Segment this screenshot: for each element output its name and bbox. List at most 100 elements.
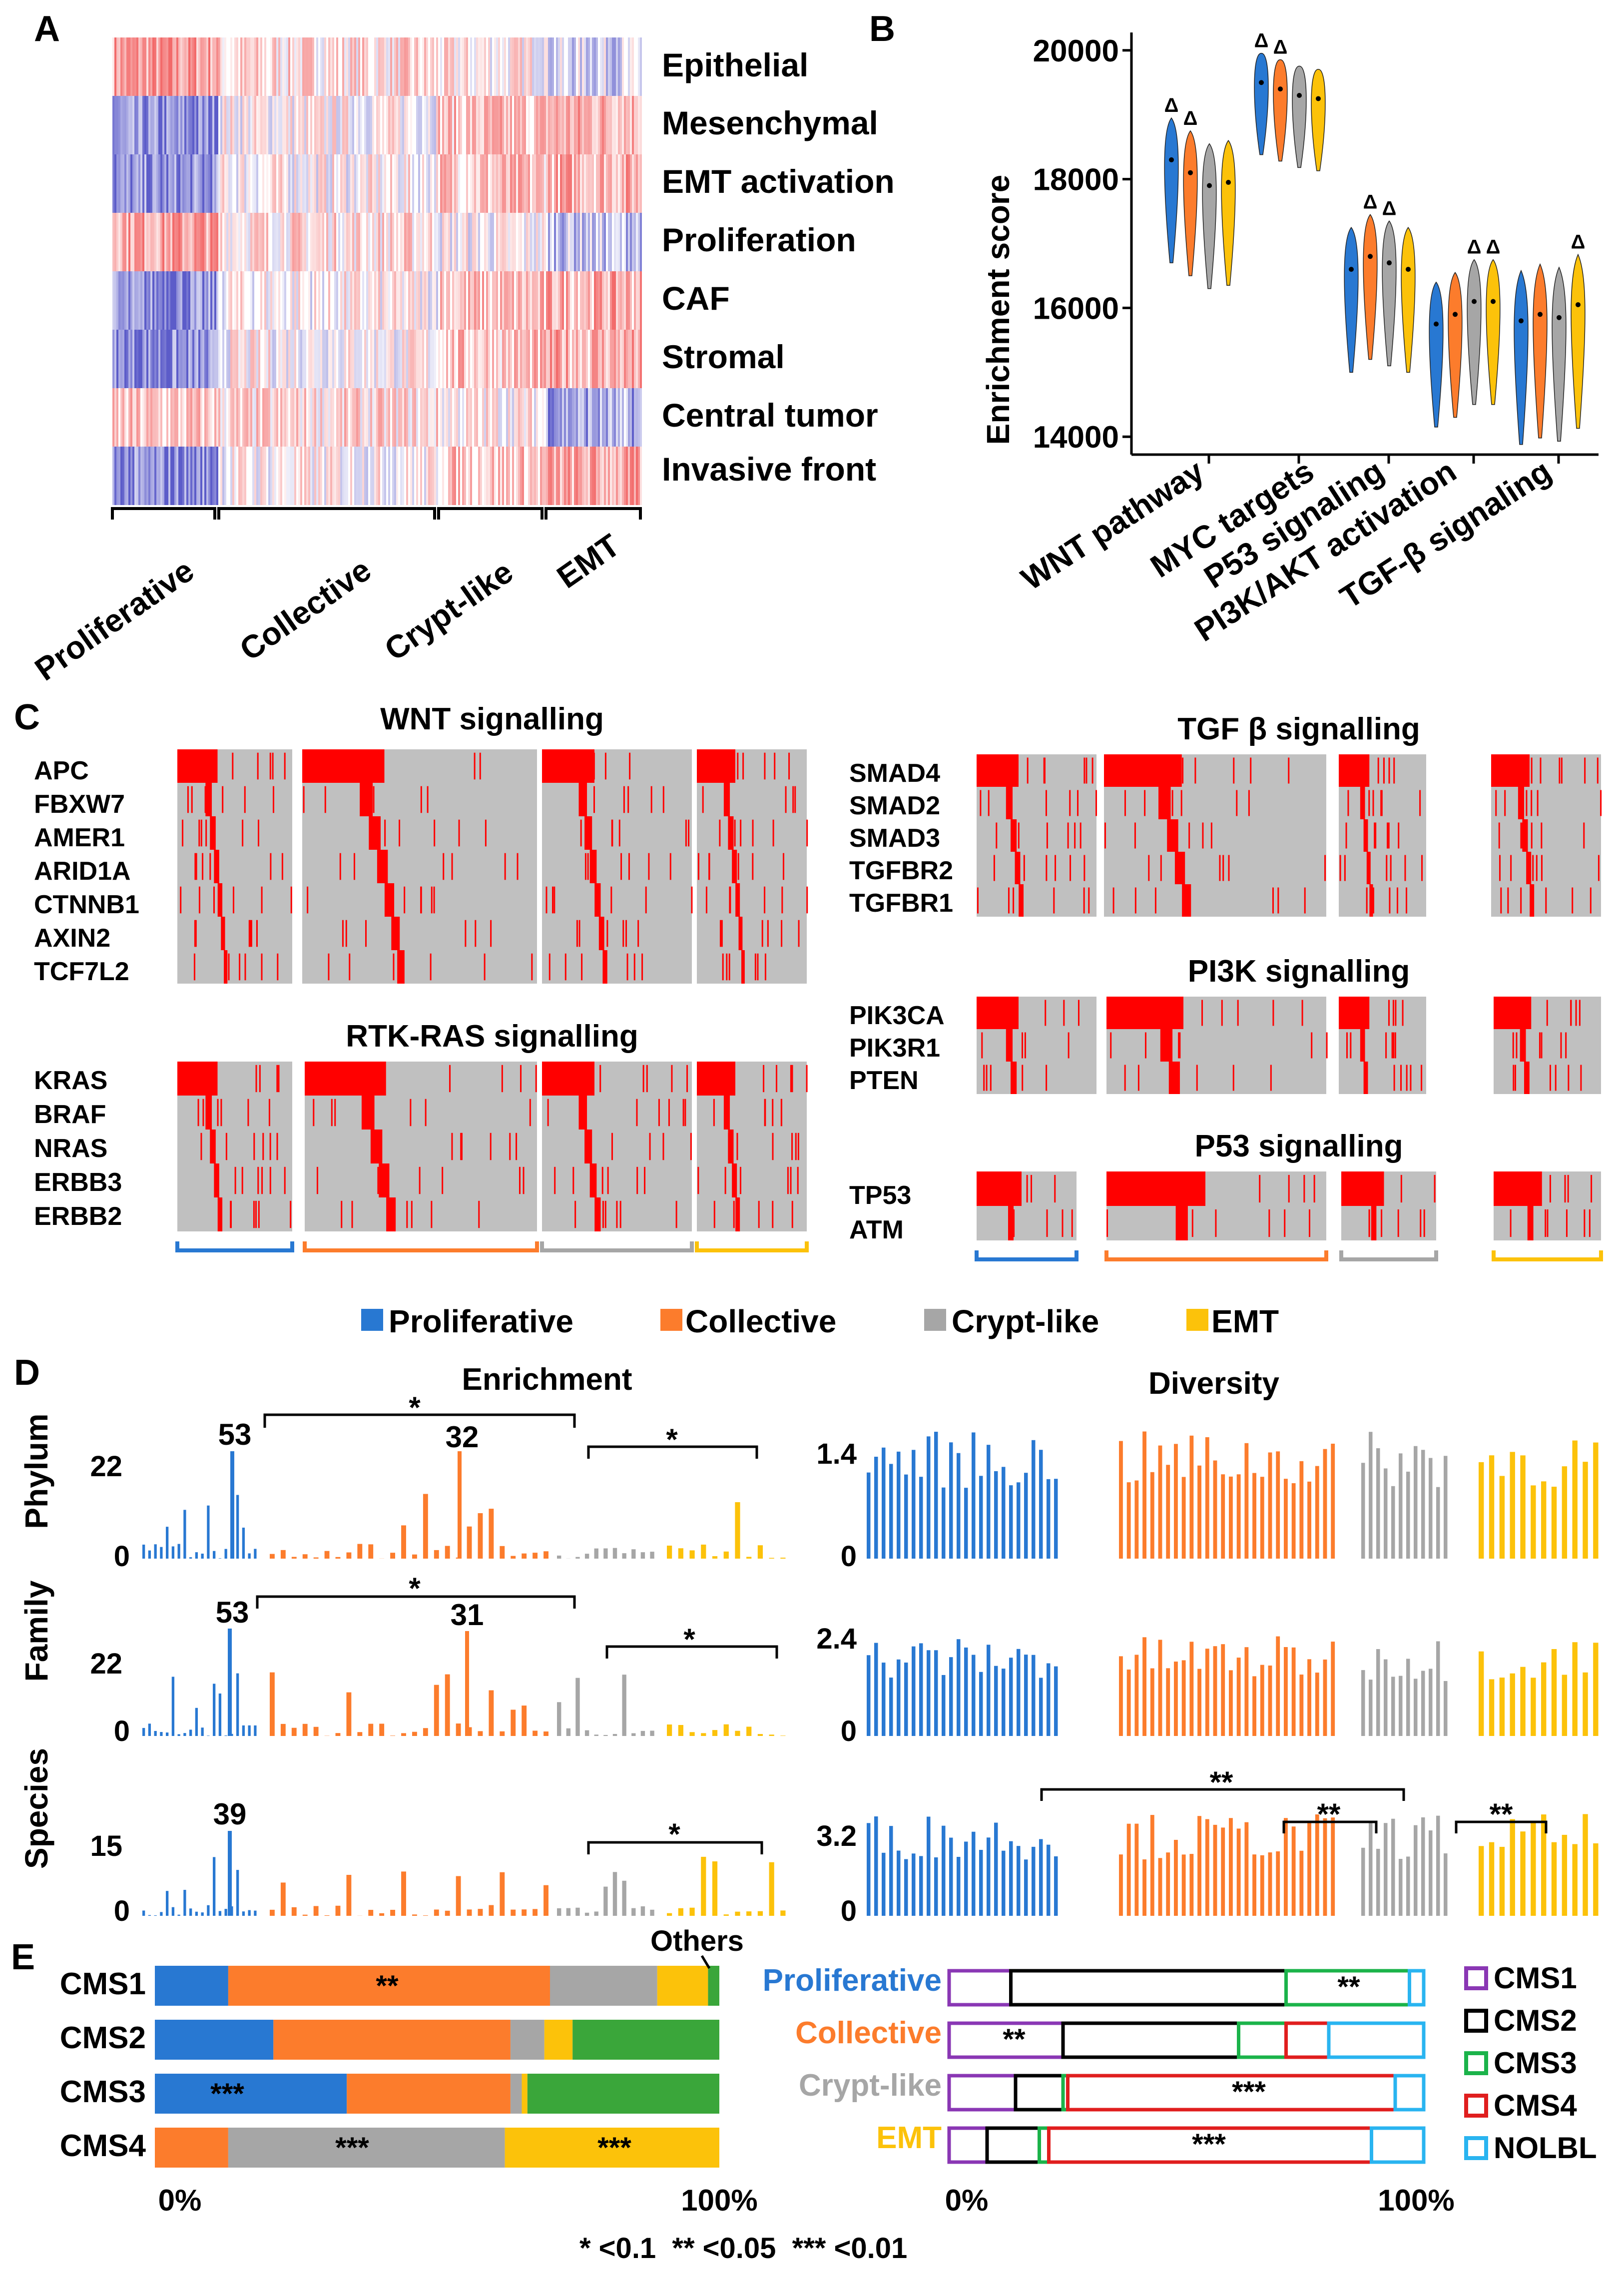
mutation-tick [1531, 822, 1533, 849]
heatmap-cell [512, 154, 514, 213]
heatmap-cell [190, 447, 192, 505]
heatmap-cell [232, 213, 234, 271]
heatmap-cell [292, 330, 294, 388]
heatmap-cell [256, 154, 258, 213]
heatmap-cell [442, 447, 444, 505]
mutation-tick [552, 886, 554, 914]
heatmap-cell [224, 271, 226, 330]
outlined-segment [1408, 1969, 1426, 2007]
heatmap-cell [214, 447, 216, 505]
diversity-bar [927, 1816, 931, 1916]
heatmap-cell [300, 154, 302, 213]
heatmap-cell [618, 37, 620, 96]
diversity-bar [1444, 1853, 1448, 1916]
heatmap-cell [500, 96, 502, 154]
mutation-tick [601, 1166, 603, 1194]
heatmap-cell [634, 213, 636, 271]
heatmap-cell [206, 388, 208, 447]
mutation-tick [742, 752, 744, 780]
mutation-tick [313, 752, 315, 780]
heatmap-cell [584, 154, 586, 213]
heatmap-cell [408, 388, 410, 447]
heatmap-cell [230, 96, 232, 154]
heatmap-cell [452, 213, 454, 271]
heatmap-cell [346, 447, 348, 505]
panel-a-row-labels: Epithelial Mesenchymal EMT activation Pr… [662, 46, 895, 488]
panel-c-titles: WNT signalling RTK-RAS signalling TGF β … [346, 702, 1420, 1163]
heatmap-cell [622, 271, 624, 330]
enrichment-bar [667, 1724, 672, 1736]
heatmap-cell [174, 271, 176, 330]
heatmap-cell [392, 271, 394, 330]
mutation-tick [182, 819, 184, 847]
heatmap-cell [344, 388, 346, 447]
heatmap-cell [248, 96, 250, 154]
heatmap-cell [610, 154, 612, 213]
heatmap-cell [618, 213, 620, 271]
heatmap-cell [598, 213, 600, 271]
diversity-bar [1531, 1485, 1536, 1559]
mutation-cell [384, 883, 395, 917]
mutation-tick [384, 819, 386, 847]
heatmap-cell [640, 447, 642, 505]
mutation-tick [1144, 790, 1146, 816]
diversity-bar [1444, 1456, 1448, 1559]
mutation-tick [1137, 1065, 1139, 1091]
heatmap-cell [620, 96, 622, 154]
heatmap-cell [304, 96, 306, 154]
heatmap-cell [332, 447, 334, 505]
mutation-cell [224, 950, 228, 984]
heatmap-cell [484, 388, 486, 447]
heatmap-cell [152, 37, 154, 96]
heatmap-cell [304, 330, 306, 388]
diversity-bar [1166, 1668, 1170, 1736]
heatmap-cell [128, 330, 130, 388]
heatmap-cell [260, 271, 262, 330]
heatmap-cell [398, 271, 400, 330]
heatmap-cell [496, 96, 498, 154]
heatmap-cell [344, 271, 346, 330]
mutation-tick [776, 1065, 778, 1093]
mutation-tick [451, 1133, 453, 1160]
heatmap-cell [140, 154, 142, 213]
heatmap-cell [258, 330, 260, 388]
heatmap-cell [530, 271, 532, 330]
diversity-bar [889, 1464, 893, 1559]
heatmap-cell [458, 330, 460, 388]
heatmap-cell [590, 37, 592, 96]
diversity-bar [1291, 1647, 1296, 1736]
heatmap-cell [632, 37, 634, 96]
heatmap-cell [176, 213, 178, 271]
mutation-tick [465, 920, 467, 947]
heatmap-cell [606, 154, 608, 213]
diversity-bar [1384, 1468, 1388, 1559]
heatmap-cell [450, 388, 452, 447]
mutation-cell [1174, 852, 1185, 884]
heatmap-cell [388, 447, 390, 505]
heatmap-cell [536, 213, 538, 271]
cms-legend-swatch [1464, 2136, 1488, 2160]
heatmap-row-label: Invasive front [662, 451, 876, 488]
heatmap-cell [568, 330, 570, 388]
diversity-bar [1510, 1452, 1515, 1559]
heatmap-cell [608, 213, 610, 271]
heatmap-cell [252, 37, 254, 96]
heatmap-cell [508, 154, 510, 213]
heatmap-cell [336, 271, 338, 330]
heatmap-cell [482, 388, 484, 447]
violin [1183, 130, 1198, 276]
mutation-tick [1371, 887, 1373, 914]
heatmap-cell [566, 388, 568, 447]
y-axis-title: Enrichment score [980, 175, 1016, 445]
heatmap-cell [310, 447, 312, 505]
subpanel-title: WNT signalling [380, 702, 604, 736]
outlined-segment [1370, 2126, 1426, 2164]
heatmap-cell [534, 271, 536, 330]
heatmap-cell [396, 330, 398, 388]
heatmap-cell [502, 154, 504, 213]
enrichment-bar [207, 1505, 210, 1559]
diversity-bar [1047, 1663, 1051, 1736]
gene-label: TGFBR2 [849, 856, 953, 885]
diversity-bar [1315, 1814, 1319, 1916]
heatmap-cell [622, 96, 624, 154]
